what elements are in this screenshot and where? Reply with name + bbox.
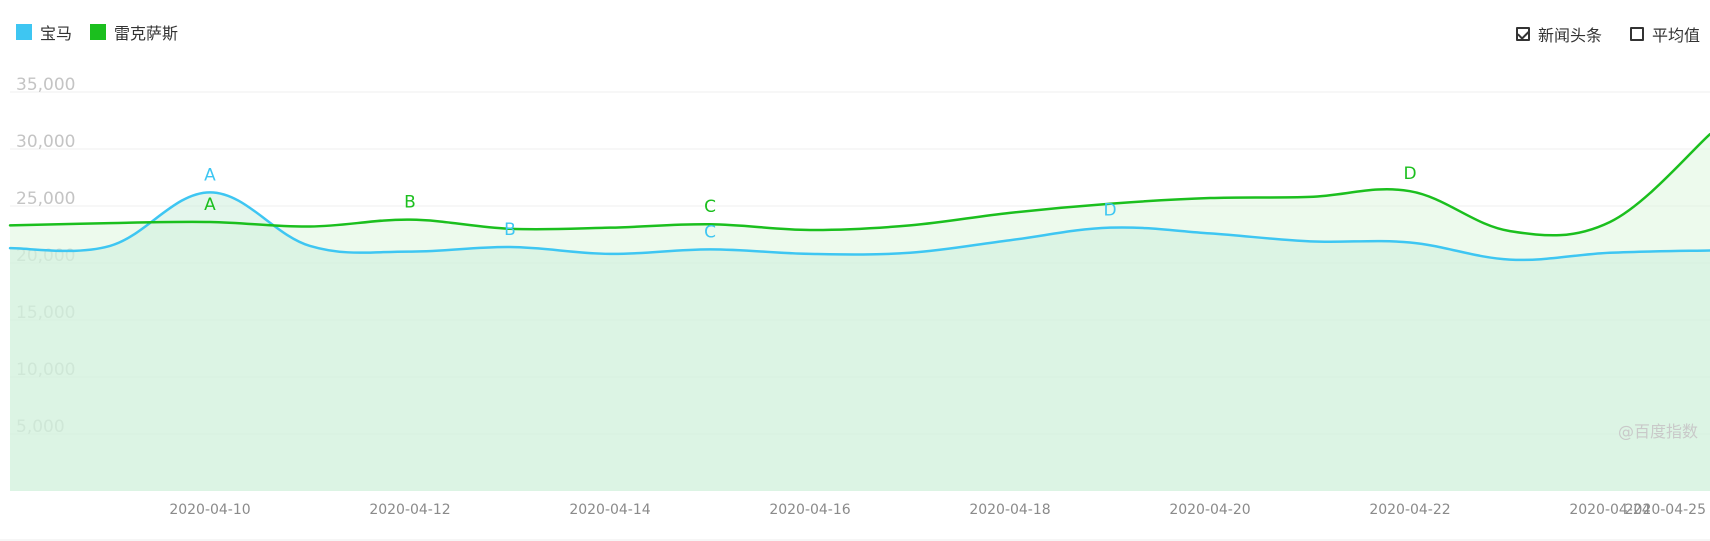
news-marker-a[interactable]: A <box>204 165 216 185</box>
news-toggle-label: 新闻头条 <box>1537 26 1602 45</box>
watermark: @百度指数 <box>1617 422 1698 441</box>
x-tick-label: 2020-04-16 <box>769 502 850 518</box>
news-marker-c[interactable]: C <box>704 197 716 217</box>
x-tick-label: 2020-04-22 <box>1369 502 1450 518</box>
x-tick-label: 2020-04-12 <box>369 502 450 518</box>
news-marker-c[interactable]: C <box>704 222 716 242</box>
y-tick-label: 30,000 <box>16 132 75 152</box>
x-tick-label: 2020-04-25 <box>1625 502 1706 518</box>
x-tick-label: 2020-04-14 <box>569 502 650 518</box>
news-marker-a[interactable]: A <box>204 195 216 215</box>
y-tick-label: 35,000 <box>16 75 75 95</box>
chart-toggles: 新闻头条 平均值 <box>1515 22 1700 46</box>
area-fill-bmw <box>10 192 1710 491</box>
x-tick-label: 2020-04-10 <box>169 502 250 518</box>
average-toggle[interactable]: 平均值 <box>1629 22 1700 46</box>
legend-label-lexus: 雷克萨斯 <box>114 24 179 43</box>
legend-swatch-bmw <box>16 24 32 40</box>
average-toggle-label: 平均值 <box>1651 26 1700 45</box>
x-tick-label: 2020-04-24 <box>1569 502 1650 518</box>
x-tick-label: 2020-04-20 <box>1169 502 1250 518</box>
news-marker-d[interactable]: D <box>1403 164 1416 184</box>
y-tick-label: 25,000 <box>16 189 75 209</box>
x-tick-label: 2020-04-18 <box>969 502 1050 518</box>
chart-legend: 宝马 雷克萨斯 <box>16 20 178 44</box>
news-marker-b[interactable]: B <box>504 220 516 240</box>
legend-swatch-lexus <box>90 24 107 40</box>
news-marker-b[interactable]: B <box>404 193 416 213</box>
legend-item-lexus[interactable]: 雷克萨斯 <box>90 20 178 44</box>
average-checkbox[interactable] <box>1629 27 1644 41</box>
legend-label-bmw: 宝马 <box>40 24 73 43</box>
legend-item-bmw[interactable]: 宝马 <box>16 20 72 44</box>
news-checkbox[interactable] <box>1515 27 1530 41</box>
news-marker-d[interactable]: D <box>1103 201 1116 221</box>
series-line-lexus <box>8 132 1710 237</box>
series-line-bmw <box>8 191 1710 262</box>
news-toggle[interactable]: 新闻头条 <box>1515 22 1602 46</box>
